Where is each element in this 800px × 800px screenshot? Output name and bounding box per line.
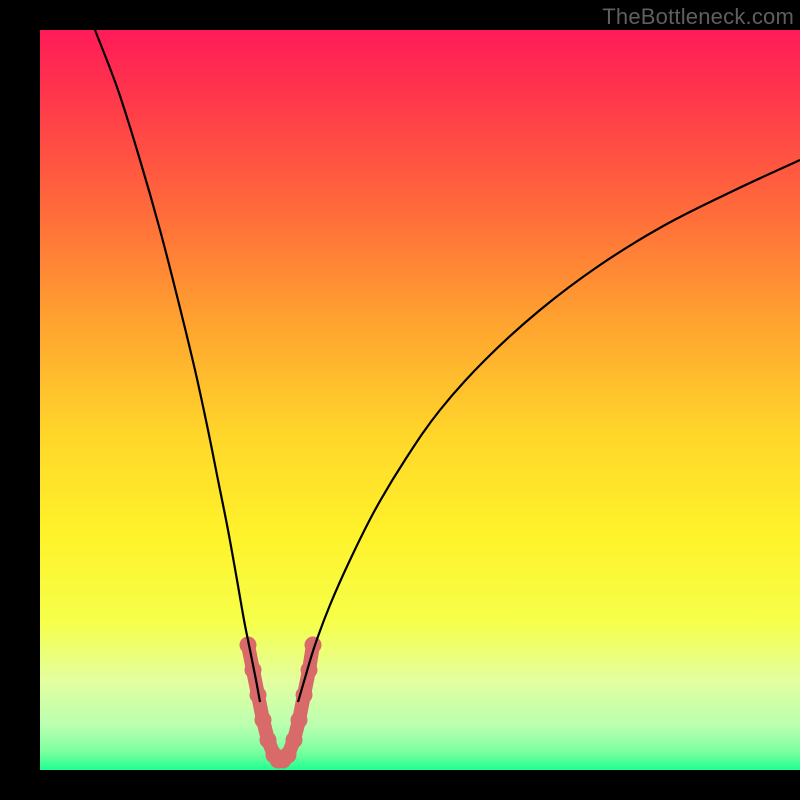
watermark-text: TheBottleneck.com xyxy=(602,4,794,30)
bottleneck-chart xyxy=(0,0,800,800)
chart-stage: TheBottleneck.com xyxy=(0,0,800,800)
